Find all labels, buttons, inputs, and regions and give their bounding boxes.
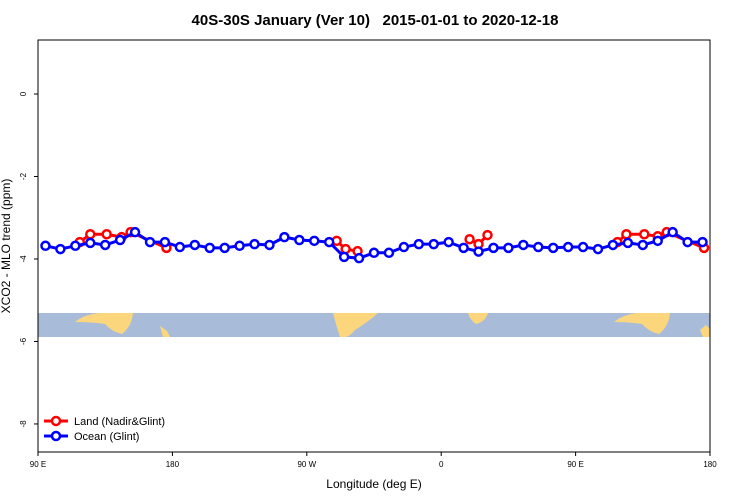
x-tick-label: 90 E xyxy=(567,460,583,469)
data-point xyxy=(488,242,499,254)
data-point xyxy=(518,239,529,251)
y-tick-label: -4 xyxy=(19,255,28,263)
x-tick-label: 180 xyxy=(703,460,717,469)
data-point xyxy=(353,252,365,264)
data-point xyxy=(368,247,380,259)
x-tick-label: 90 W xyxy=(297,460,316,469)
data-point xyxy=(607,239,619,251)
y-tick-label: -8 xyxy=(19,420,28,428)
data-point xyxy=(294,234,305,246)
data-point xyxy=(398,241,410,253)
data-point xyxy=(85,228,96,240)
data-point xyxy=(204,242,215,254)
data-point xyxy=(458,242,469,254)
data-point xyxy=(652,235,663,247)
data-point xyxy=(70,240,81,252)
data-point xyxy=(637,239,649,251)
data-point xyxy=(174,241,186,253)
data-point xyxy=(473,246,484,257)
data-point xyxy=(159,236,171,248)
data-point xyxy=(464,233,475,245)
data-point xyxy=(249,238,260,250)
y-axis-label: XCO2 - MLO trend (ppm) xyxy=(0,179,13,314)
data-point xyxy=(40,240,51,252)
data-point xyxy=(428,238,439,250)
data-point xyxy=(323,236,335,248)
legend-marker xyxy=(50,430,62,442)
data-point xyxy=(547,242,559,254)
x-tick-label: 90 E xyxy=(30,460,46,469)
data-point xyxy=(55,243,66,255)
data-point xyxy=(99,239,111,251)
data-point xyxy=(667,226,678,238)
legend-label: Ocean (Glint) xyxy=(74,431,139,443)
legend-label: Land (Nadir&Glint) xyxy=(74,416,165,428)
y-tick-label: -2 xyxy=(19,172,28,180)
data-point xyxy=(639,228,650,240)
data-point xyxy=(622,237,634,249)
data-point xyxy=(309,235,320,247)
data-point xyxy=(682,236,693,248)
data-point xyxy=(338,251,350,263)
data-point xyxy=(279,231,290,243)
x-tick-label: 180 xyxy=(166,460,180,469)
data-point xyxy=(577,241,589,253)
data-point xyxy=(101,228,112,240)
legend-marker xyxy=(50,415,62,427)
data-point xyxy=(443,236,454,248)
data-point xyxy=(234,240,245,252)
map-strip xyxy=(38,313,710,337)
y-tick-label: 0 xyxy=(19,91,28,96)
data-point xyxy=(592,243,604,255)
data-point xyxy=(697,236,708,248)
y-tick-label: -6 xyxy=(19,337,28,345)
x-axis-label: Longitude (deg E) xyxy=(326,477,421,491)
data-point xyxy=(413,238,425,250)
data-point xyxy=(264,239,275,251)
data-point xyxy=(189,239,201,251)
data-point xyxy=(114,234,126,246)
data-point xyxy=(383,247,395,259)
data-point xyxy=(219,242,230,254)
chart-title: 40S-30S January (Ver 10) 2015-01-01 to 2… xyxy=(192,12,559,29)
data-point xyxy=(533,241,544,253)
x-tick-label: 0 xyxy=(439,460,444,469)
data-point xyxy=(621,228,632,240)
plot-frame xyxy=(37,39,711,453)
data-point xyxy=(562,241,574,253)
data-point xyxy=(482,229,493,241)
data-point xyxy=(85,237,96,249)
data-point xyxy=(503,242,514,254)
data-point xyxy=(144,236,156,248)
data-point xyxy=(129,226,141,238)
